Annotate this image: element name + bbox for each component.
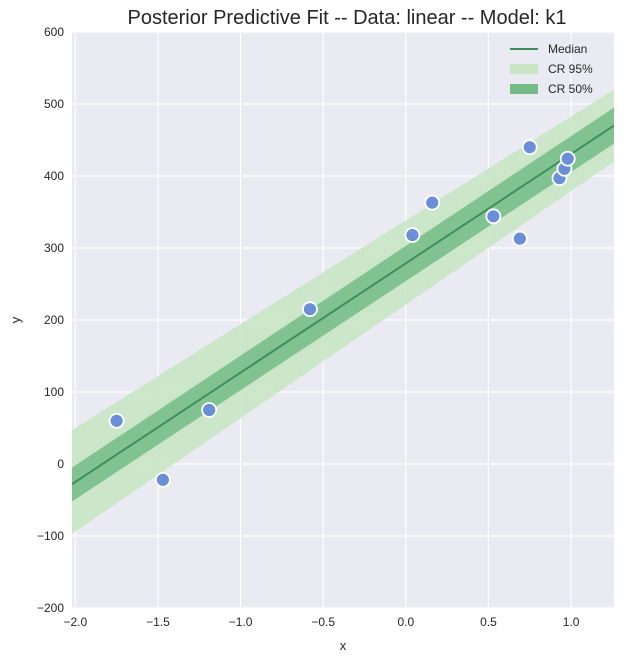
y-tick-label: 300 <box>44 241 64 255</box>
legend-entry-label: CR 50% <box>548 82 593 96</box>
data-point <box>485 208 502 225</box>
data-point <box>404 227 421 243</box>
data-point <box>108 412 125 429</box>
data-point <box>424 194 441 211</box>
data-points <box>108 139 576 488</box>
legend-cr50-swatch <box>510 84 538 94</box>
y-tick-label: 500 <box>44 97 64 111</box>
chart-title: Posterior Predictive Fit -- Data: linear… <box>127 7 566 29</box>
legend-cr95-swatch <box>510 64 538 74</box>
grid-lines <box>72 31 614 609</box>
x-tick-label: −1.5 <box>146 615 170 629</box>
y-tick-label: 100 <box>44 385 64 399</box>
x-axis-label: x <box>340 638 347 653</box>
y-tick-label: 400 <box>44 169 64 183</box>
y-tick-label: 600 <box>44 25 64 39</box>
x-tick-label: 0.0 <box>397 615 414 629</box>
y-tick-label: 200 <box>44 313 64 327</box>
y-tick-label: −100 <box>37 529 64 543</box>
x-tick-label: 0.5 <box>480 615 497 629</box>
y-axis-label: y <box>8 316 23 323</box>
data-point <box>521 139 538 156</box>
legend-entry-label: Median <box>548 42 587 56</box>
tick-labels: −2.0 −1.5 −1.0 −0.5 0.0 0.5 1.0 −200 −100 0 100 200… <box>37 25 580 629</box>
data-point <box>559 150 576 167</box>
x-tick-label: −0.5 <box>311 615 335 629</box>
y-tick-label: −200 <box>37 601 64 615</box>
x-tick-label: −2.0 <box>63 615 87 629</box>
x-tick-label: 1.0 <box>563 615 580 629</box>
data-point <box>201 402 218 418</box>
legend-entry-label: CR 95% <box>548 62 593 76</box>
y-tick-label: 0 <box>57 457 64 471</box>
data-point <box>511 230 528 247</box>
median-line <box>72 124 614 485</box>
data-point <box>154 471 171 488</box>
x-tick-label: −1.0 <box>229 615 253 629</box>
median-line-group <box>72 124 614 485</box>
legend: Median CR 95% CR 50% <box>510 42 593 96</box>
data-point <box>302 301 318 318</box>
